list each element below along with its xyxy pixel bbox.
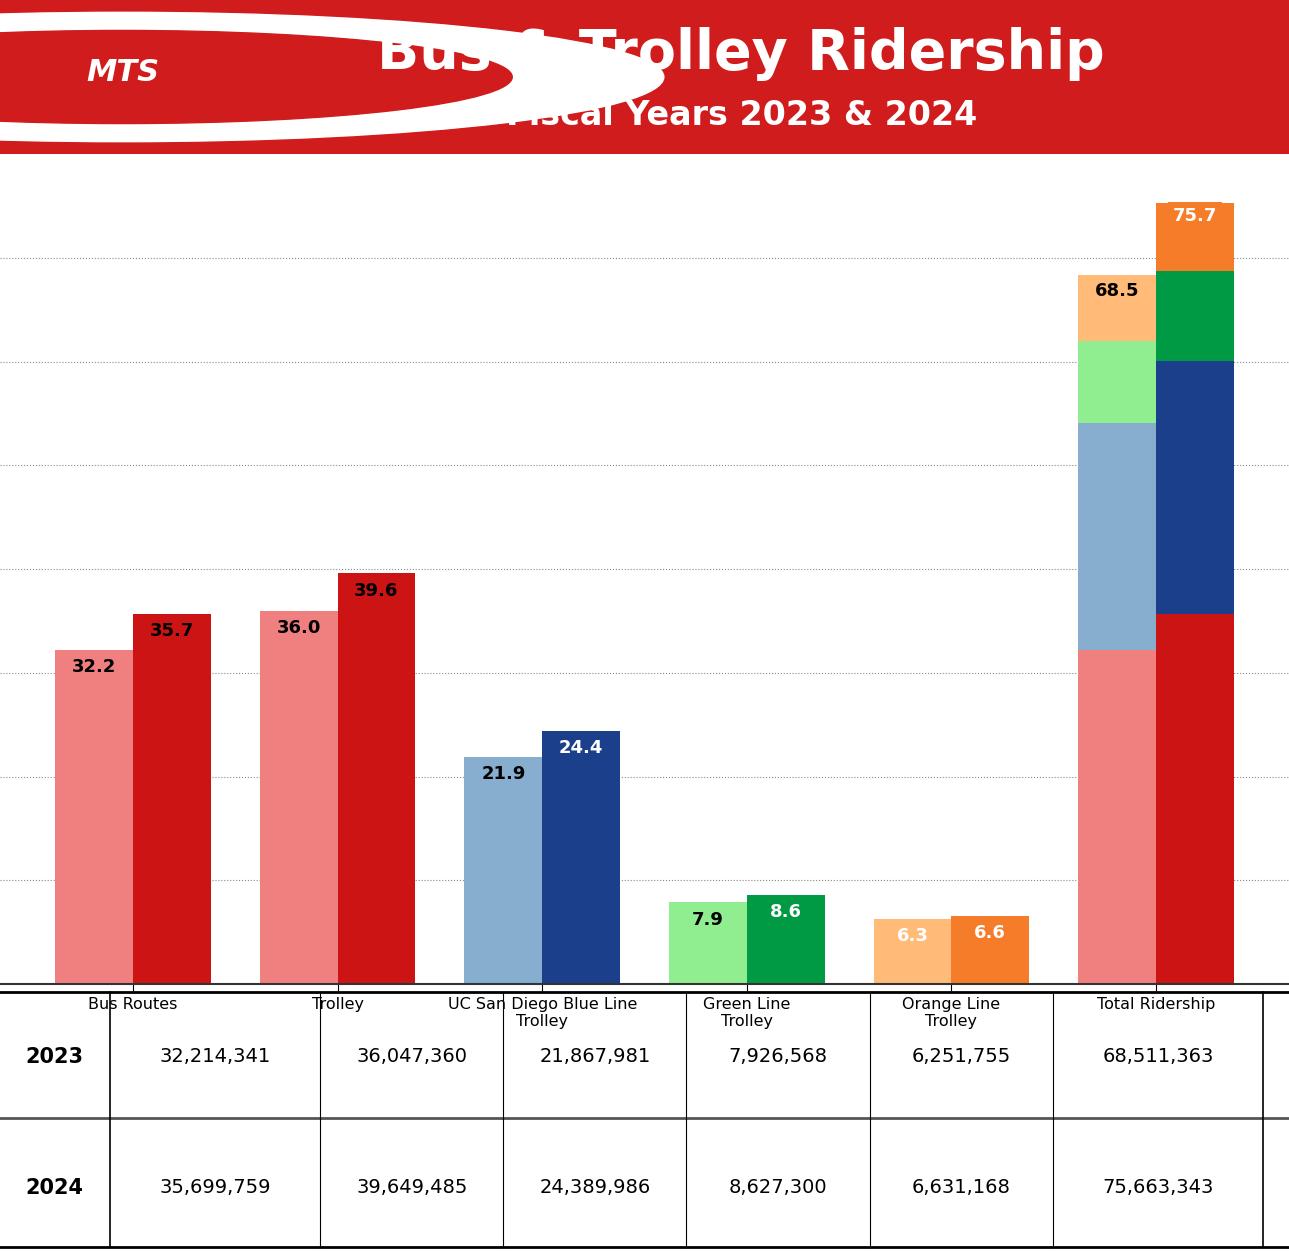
Text: 68.5: 68.5	[1094, 282, 1139, 299]
Bar	[669, 903, 746, 984]
Bar	[1156, 613, 1234, 984]
Bar	[133, 613, 210, 984]
Text: 2023: 2023	[26, 1047, 84, 1067]
Text: 24,389,986: 24,389,986	[539, 1178, 651, 1197]
Text: 6,631,168: 6,631,168	[911, 1178, 1011, 1197]
Bar	[464, 757, 543, 984]
Bar	[1079, 275, 1156, 341]
Text: MTS: MTS	[86, 58, 159, 86]
Text: 21.9: 21.9	[481, 765, 526, 784]
Text: 32,214,341: 32,214,341	[160, 1047, 271, 1065]
Text: 32.2: 32.2	[72, 659, 116, 676]
Text: 39,649,485: 39,649,485	[356, 1178, 468, 1197]
Circle shape	[0, 13, 664, 141]
Text: Fiscal Years 2023 & 2024: Fiscal Years 2023 & 2024	[505, 99, 977, 131]
Bar	[746, 895, 825, 984]
Bar	[1079, 341, 1156, 423]
Bar	[543, 731, 620, 984]
Text: 8.6: 8.6	[770, 903, 802, 921]
Text: 2024: 2024	[26, 1178, 84, 1198]
Text: 68,511,363: 68,511,363	[1102, 1047, 1214, 1065]
Bar	[260, 611, 338, 984]
Text: 6.6: 6.6	[974, 924, 1007, 942]
Text: 75.7: 75.7	[1173, 207, 1217, 225]
Bar	[1156, 203, 1234, 272]
Bar	[1079, 650, 1156, 984]
Text: 6,251,755: 6,251,755	[911, 1047, 1011, 1065]
Bar	[1156, 361, 1234, 613]
Bar	[338, 573, 415, 984]
Text: 7.9: 7.9	[692, 910, 724, 929]
Circle shape	[0, 30, 512, 124]
Text: 36.0: 36.0	[277, 618, 321, 637]
Bar	[951, 915, 1029, 984]
Text: 35.7: 35.7	[150, 622, 195, 640]
Text: 39.6: 39.6	[354, 581, 398, 600]
Text: 8,627,300: 8,627,300	[728, 1178, 828, 1197]
Text: 7,926,568: 7,926,568	[728, 1047, 828, 1065]
Text: 6.3: 6.3	[897, 928, 928, 945]
Text: 36,047,360: 36,047,360	[356, 1047, 467, 1065]
Bar	[1079, 423, 1156, 650]
Bar	[1156, 272, 1234, 361]
Text: 24.4: 24.4	[559, 739, 603, 757]
Text: Bus & Trolley Ridership: Bus & Trolley Ridership	[378, 26, 1105, 81]
Text: 35,699,759: 35,699,759	[159, 1178, 271, 1197]
Text: 21,867,981: 21,867,981	[539, 1047, 651, 1065]
Bar	[55, 650, 133, 984]
Text: 75,663,343: 75,663,343	[1102, 1178, 1214, 1197]
Bar	[874, 919, 951, 984]
